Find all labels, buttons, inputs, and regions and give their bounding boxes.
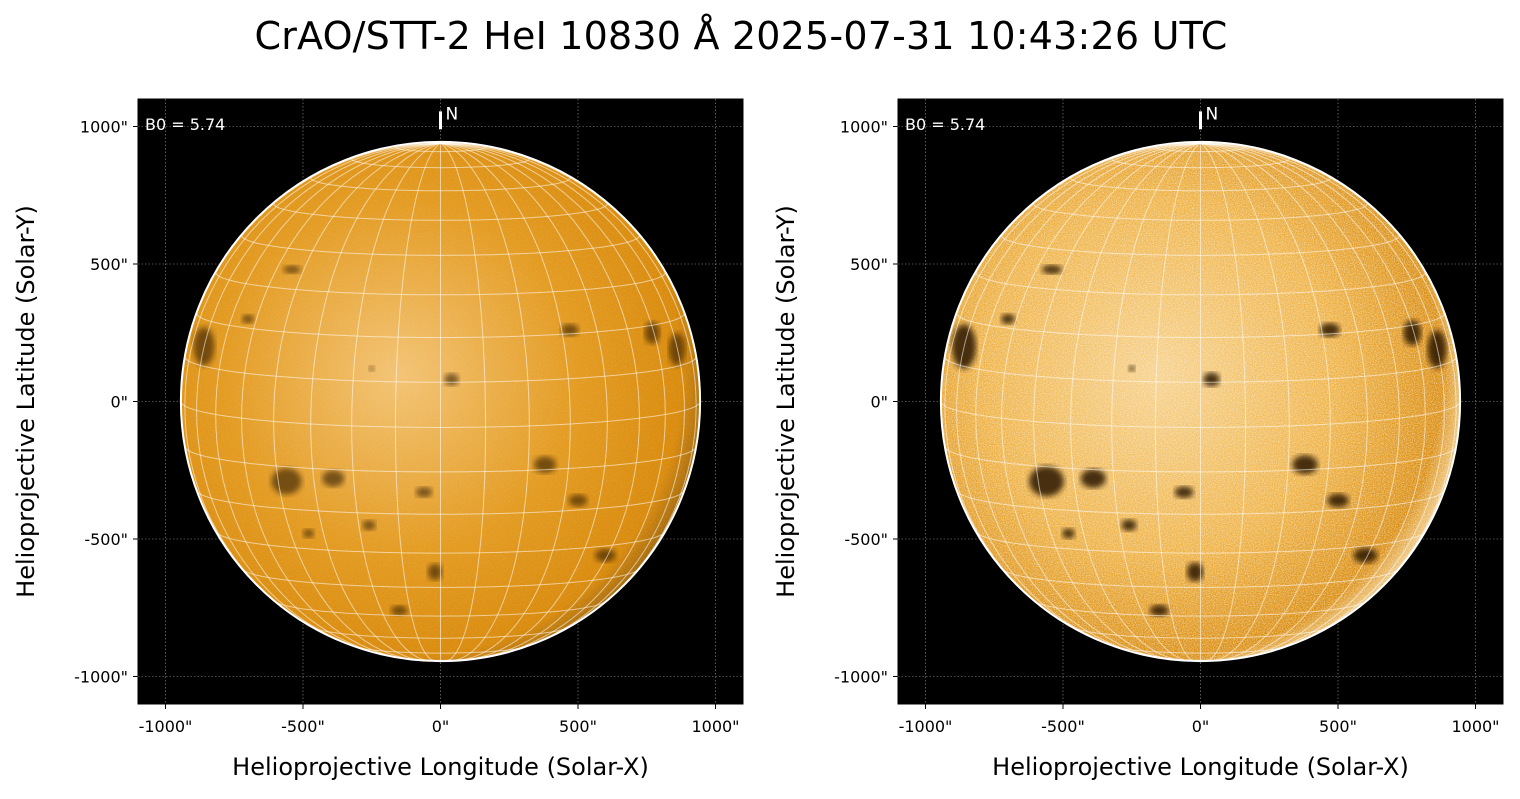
y-axis-ticks-left: -1000" -500" 0" 500" 1000" xyxy=(74,118,138,687)
y-tick-label: 500" xyxy=(850,255,888,274)
x-tick-label: -500" xyxy=(1041,717,1085,736)
solar-limb-right xyxy=(939,140,1462,663)
y-tick-label: -1000" xyxy=(834,668,888,687)
y-tick-label: 1000" xyxy=(80,118,128,137)
y-tick-label: 0" xyxy=(870,393,888,412)
y-tick-label: -500" xyxy=(844,530,888,549)
x-tick-label: 1000" xyxy=(691,717,739,736)
x-tick-label: 500" xyxy=(1319,717,1357,736)
b0-annotation-right: B0 = 5.74 xyxy=(905,115,985,134)
x-tick-label: -1000" xyxy=(139,717,193,736)
y-axis-label-left: Helioprojective Latitude (Solar-Y) xyxy=(12,205,40,598)
y-tick-label: 500" xyxy=(90,255,128,274)
x-tick-label: -1000" xyxy=(899,717,953,736)
y-tick-label: -500" xyxy=(84,530,128,549)
y-tick-label: 1000" xyxy=(840,118,888,137)
x-tick-label: 0" xyxy=(432,717,450,736)
x-axis-label-right: Helioprojective Longitude (Solar-X) xyxy=(992,753,1409,781)
figure-title: CrAO/STT-2 HeI 10830 Å 2025-07-31 10:43:… xyxy=(254,14,1228,58)
x-tick-label: -500" xyxy=(281,717,325,736)
y-tick-label: 0" xyxy=(110,393,128,412)
b0-annotation-left: B0 = 5.74 xyxy=(145,115,225,134)
y-tick-label: -1000" xyxy=(74,668,128,687)
solar-limb-left xyxy=(179,140,702,663)
x-axis-label-left: Helioprojective Longitude (Solar-X) xyxy=(232,753,649,781)
x-tick-label: 500" xyxy=(559,717,597,736)
x-axis-ticks-right: -1000" -500" 0" 500" 1000" xyxy=(899,704,1500,736)
y-axis-label-right: Helioprojective Latitude (Solar-Y) xyxy=(772,205,800,598)
north-label-right: N xyxy=(1206,105,1219,125)
north-label-left: N xyxy=(446,105,459,125)
x-tick-label: 1000" xyxy=(1451,717,1499,736)
x-axis-ticks-left: -1000" -500" 0" 500" 1000" xyxy=(139,704,740,736)
x-tick-label: 0" xyxy=(1192,717,1210,736)
y-axis-ticks-right: -1000" -500" 0" 500" 1000" xyxy=(834,118,898,687)
